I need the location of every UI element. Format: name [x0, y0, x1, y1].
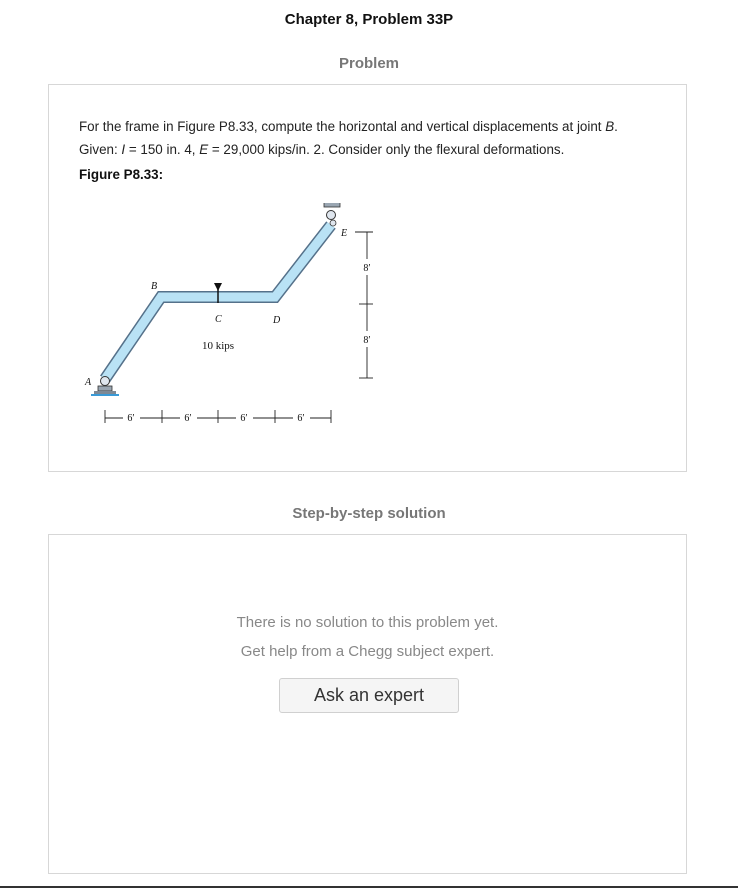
- no-solution-message: There is no solution to this problem yet…: [236, 614, 499, 631]
- horizontal-dimensions: [104, 410, 332, 423]
- problem-heading: Problem: [338, 55, 399, 72]
- joint-b-ref: B: [605, 119, 615, 134]
- problem-statement: For the frame in Figure P8.33, compute t…: [79, 119, 618, 157]
- bottom-divider: [0, 886, 738, 888]
- frame-figure: 10 kips B C D A E 6′ 6′ 6′ 6′: [84, 203, 373, 424]
- joint-c-label: C: [215, 314, 222, 325]
- joint-d-label: D: [272, 315, 281, 326]
- v-dim-1: 8′: [363, 263, 370, 274]
- figure-label: Figure P8.33:: [79, 167, 164, 182]
- e-symbol: E: [199, 142, 209, 157]
- expert-help-message: Get help from a Chegg subject expert.: [240, 643, 495, 660]
- e-value: = 29,000 kips/in. 2. Consider only the f…: [208, 142, 565, 157]
- load-label: 10 kips: [202, 340, 234, 352]
- load-arrow-head: [214, 283, 222, 291]
- problem-sentence: For the frame in Figure P8.33, compute t…: [79, 119, 606, 134]
- vertical-dimensions: [355, 231, 373, 379]
- joint-b-label: B: [151, 281, 157, 292]
- h-dim-4: 6′: [297, 413, 304, 424]
- pin-support-a: [91, 376, 119, 396]
- page-title: Chapter 8, Problem 33P: [284, 11, 454, 28]
- h-dim-1: 6′: [127, 413, 134, 424]
- h-dim-2: 6′: [184, 413, 191, 424]
- i-value: = 150 in. 4,: [125, 142, 200, 157]
- ask-expert-button[interactable]: Ask an expert: [279, 678, 459, 713]
- joint-a-label: A: [84, 377, 92, 388]
- problem-panel: For the frame in Figure P8.33, compute t…: [48, 84, 687, 472]
- solution-heading: Step-by-step solution: [292, 505, 446, 522]
- v-dim-2: 8′: [363, 335, 370, 346]
- solution-panel: There is no solution to this problem yet…: [48, 534, 687, 874]
- joint-e-label: E: [340, 228, 347, 239]
- i-symbol: I: [121, 142, 126, 157]
- h-dim-3: 6′: [240, 413, 247, 424]
- pin-support-e: [323, 203, 341, 227]
- given-prefix: Given:: [79, 142, 122, 157]
